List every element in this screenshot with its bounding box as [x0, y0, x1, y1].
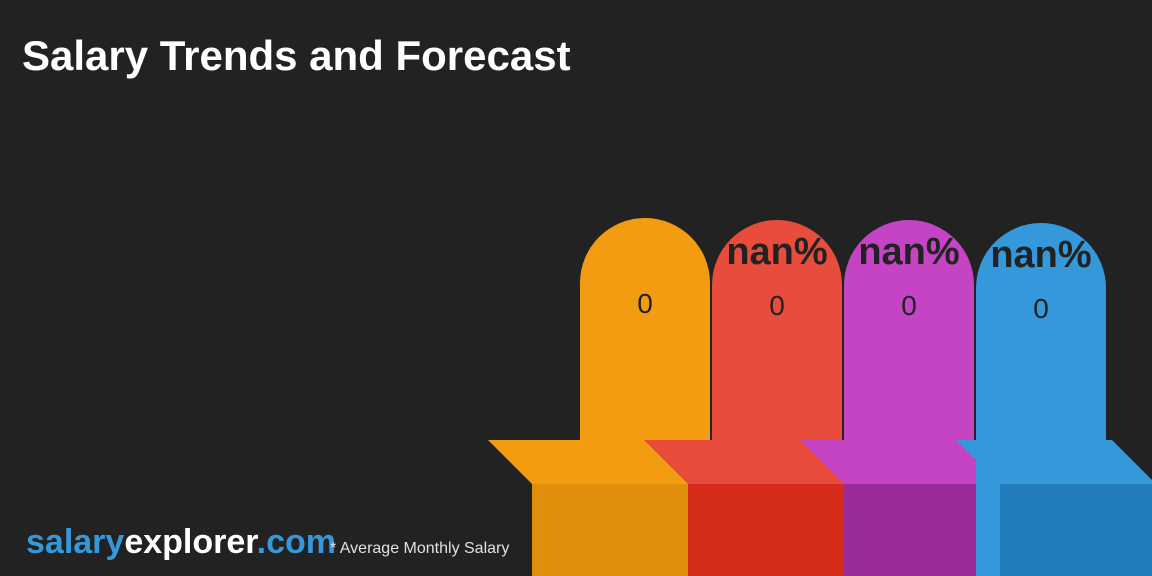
bar-pct-label: nan%: [971, 234, 1111, 277]
bar-value-label: 0: [844, 290, 974, 322]
bar-value-label: 0: [712, 290, 842, 322]
bar-step: [1000, 440, 1152, 576]
bar-pct-label: nan%: [707, 231, 847, 274]
bar-value-label: 0: [580, 288, 710, 320]
bar-pct-label: nan%: [839, 231, 979, 274]
salary-trend-chart: 0 nan% 0 nan% 0 nan% 0: [0, 0, 1152, 576]
bar-value-label: 0: [976, 293, 1106, 325]
